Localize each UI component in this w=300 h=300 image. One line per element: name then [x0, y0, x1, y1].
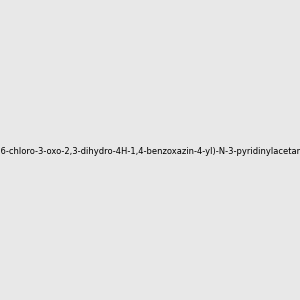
Text: 2-(6-chloro-3-oxo-2,3-dihydro-4H-1,4-benzoxazin-4-yl)-N-3-pyridinylacetamide: 2-(6-chloro-3-oxo-2,3-dihydro-4H-1,4-ben…	[0, 147, 300, 156]
